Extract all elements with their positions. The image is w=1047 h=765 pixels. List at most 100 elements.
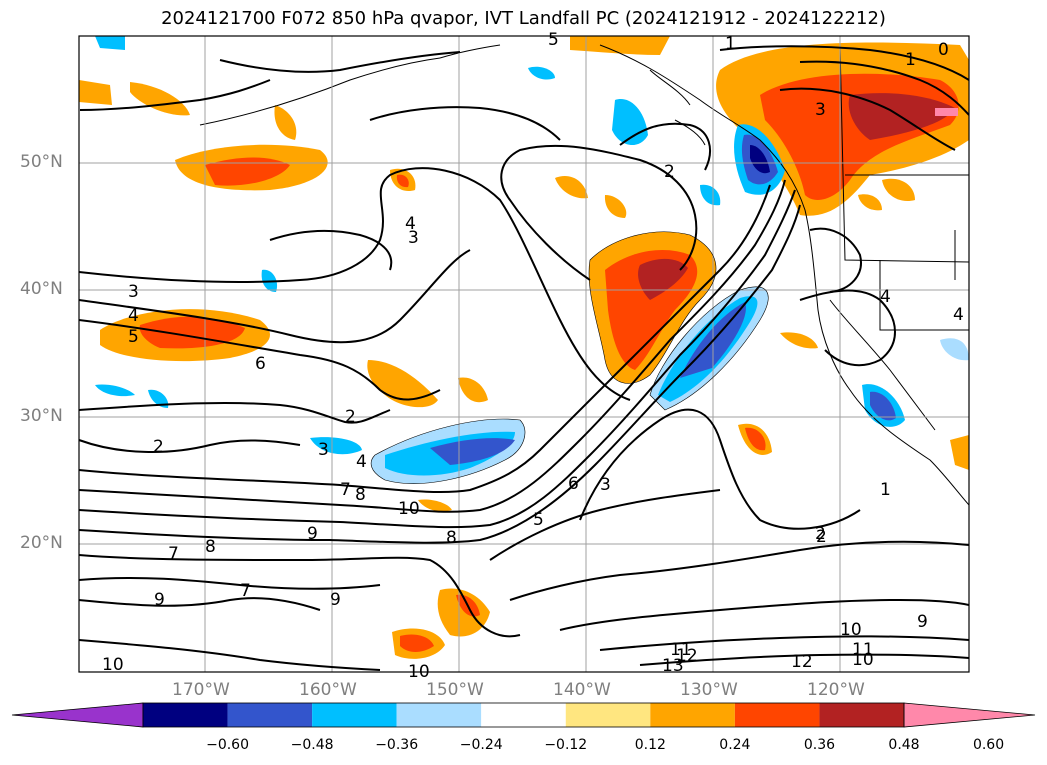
lon-label-140w: 140°W	[553, 680, 611, 700]
positive-anomaly-region	[780, 332, 818, 349]
contour-value-label: 3	[600, 475, 611, 495]
positive-anomaly-region	[400, 634, 434, 652]
lon-label-160w: 160°W	[299, 680, 357, 700]
colorbar-swatch	[143, 703, 228, 727]
negative-anomaly-region	[940, 338, 969, 361]
negative-anomaly-region	[95, 36, 125, 50]
contour-value-label: 2	[815, 524, 826, 544]
contour-value-label: 9	[154, 590, 165, 610]
positive-anomaly-region	[205, 157, 290, 186]
contour-value-label: 2	[345, 407, 356, 427]
colorbar-border	[142, 702, 905, 728]
contour-value-label: 1	[880, 480, 891, 500]
negative-anomaly-region	[310, 437, 362, 455]
colorbar	[11, 702, 1036, 728]
colorbar-tick-label: −0.36	[375, 737, 419, 753]
contour-value-label: 3	[128, 282, 139, 302]
colorbar-swatch	[396, 703, 482, 727]
contour-value-label: 13	[662, 656, 684, 676]
lon-label-130w: 130°W	[680, 680, 738, 700]
colorbar-swatch	[734, 703, 820, 727]
map-frame	[78, 35, 970, 673]
colorbar-swatch	[227, 703, 313, 727]
colorbar-swatch	[819, 703, 904, 727]
positive-anomaly-region	[935, 108, 958, 116]
qvapor-shading	[79, 36, 969, 659]
contour-value-label: 7	[340, 480, 351, 500]
colorbar-max-arrow	[903, 702, 1036, 728]
coastlines	[199, 44, 969, 506]
positive-anomaly-region	[274, 105, 297, 140]
positive-anomaly-region	[604, 195, 627, 218]
positive-anomaly-region	[130, 82, 190, 116]
positive-anomaly-region	[882, 178, 915, 202]
contour-value-label: 1	[725, 34, 736, 54]
negative-anomaly-region	[750, 145, 770, 174]
positive-anomaly-region	[458, 377, 488, 403]
contour-value-label: 8	[205, 537, 216, 557]
negative-anomaly-region	[148, 389, 169, 408]
colorbar-tick-label: −0.48	[290, 737, 334, 753]
lat-label-40n: 40°N	[20, 279, 63, 299]
contour-value-label: 2	[816, 527, 827, 547]
colorbar-tick-label: −0.12	[544, 737, 588, 753]
colorbar-tick-label: 0.48	[888, 737, 920, 753]
contour-value-label: 8	[355, 485, 366, 505]
graticule	[79, 36, 969, 672]
colorbar-swatch	[650, 703, 735, 727]
negative-anomaly-region	[700, 184, 721, 206]
contour-value-label: 10	[852, 650, 874, 670]
lat-label-30n: 30°N	[20, 406, 63, 426]
map-title: 2024121700 F072 850 hPa qvapor, IVT Land…	[161, 8, 886, 29]
contour-value-label: 0	[938, 40, 949, 60]
lon-label-120w: 120°W	[807, 680, 865, 700]
contour-value-label: 5	[548, 30, 559, 50]
lon-label-170w: 170°W	[172, 680, 230, 700]
positive-anomaly-region	[858, 194, 882, 211]
colorbar-min-arrow	[11, 702, 144, 728]
contour-value-label: 10	[408, 662, 430, 682]
colorbar-tick-label: 0.24	[719, 737, 751, 753]
contour-value-label: 4	[356, 452, 367, 472]
positive-anomaly-region	[950, 435, 969, 470]
contour-value-label: 5	[128, 327, 139, 347]
contour-value-label: 6	[255, 354, 266, 374]
contour-value-label: 7	[240, 581, 251, 601]
negative-anomaly-region	[430, 438, 515, 465]
positive-anomaly-region	[418, 499, 452, 512]
contour-value-label: 1	[905, 50, 916, 70]
contour-value-label: 3	[408, 228, 419, 248]
positive-anomaly-region	[570, 36, 670, 55]
contour-value-label: 8	[446, 528, 457, 548]
lat-label-20n: 20°N	[20, 533, 63, 553]
colorbar-swatch	[481, 703, 566, 727]
negative-anomaly-region	[95, 384, 135, 397]
contour-value-label: 5	[533, 510, 544, 530]
contour-value-label: 4	[405, 214, 416, 234]
contour-value-label: 6	[568, 474, 579, 494]
colorbar-tick-label: 0.36	[803, 737, 836, 753]
positive-anomaly-region	[79, 80, 112, 105]
lat-label-50n: 50°N	[20, 152, 63, 172]
colorbar-tick-label: 0.12	[634, 737, 666, 753]
contour-value-label: 9	[307, 524, 318, 544]
negative-anomaly-region	[528, 66, 555, 80]
positive-anomaly-region	[367, 360, 438, 408]
colorbar-tick-label: 0.60	[972, 737, 1005, 753]
shading-outlines	[370, 231, 769, 484]
colorbar-swatch	[565, 703, 651, 727]
contour-value-label: 9	[917, 612, 928, 632]
colorbar-swatch	[312, 703, 397, 727]
contour-value-label: 10	[398, 499, 420, 519]
contour-value-label: 2	[664, 162, 675, 182]
contour-value-label: 11	[852, 640, 874, 660]
positive-anomaly-region	[437, 588, 490, 637]
contour-value-label: 2	[153, 437, 164, 457]
ivt-contours	[79, 45, 969, 671]
positive-anomaly-region	[555, 176, 588, 199]
lon-label-150w: 150°W	[426, 680, 484, 700]
contour-value-label: 3	[815, 100, 826, 120]
positive-anomaly-region	[396, 174, 409, 188]
contour-value-label: 3	[318, 440, 329, 460]
